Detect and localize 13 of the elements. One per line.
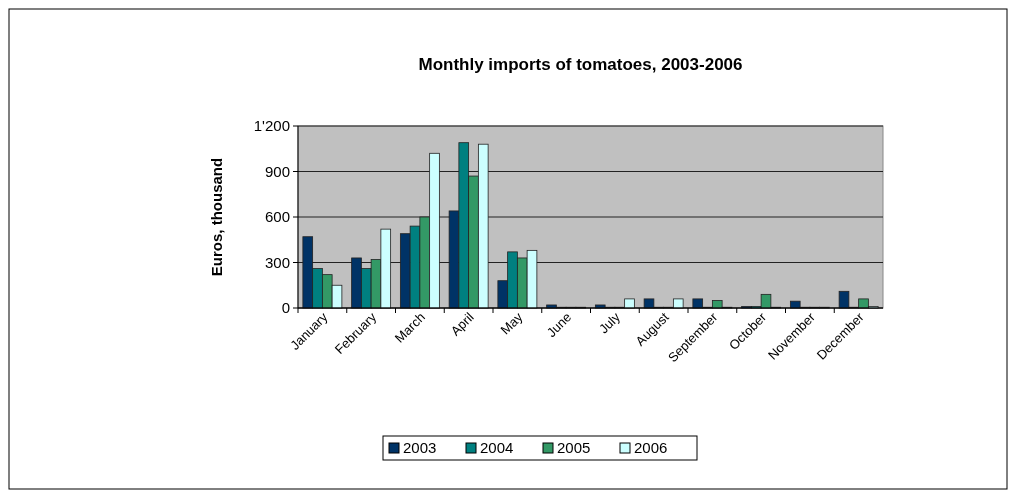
x-tick-label: May (497, 309, 526, 338)
chart-title: Monthly imports of tomatoes, 2003-2006 (418, 55, 743, 74)
y-tick-label: 600 (264, 208, 290, 226)
legend-label: 2004 (480, 439, 514, 457)
legend-label: 2005 (557, 439, 591, 457)
y-tick-label: 1'200 (253, 117, 290, 135)
y-axis-title: Euros, thousand (208, 157, 225, 277)
y-tick-label: 0 (281, 299, 290, 317)
y-tick-label: 300 (264, 253, 290, 271)
x-tick-label: July (596, 309, 624, 337)
legend-label: 2006 (634, 439, 668, 457)
legend-label: 2003 (403, 439, 437, 457)
y-tick-label: 900 (264, 162, 290, 180)
